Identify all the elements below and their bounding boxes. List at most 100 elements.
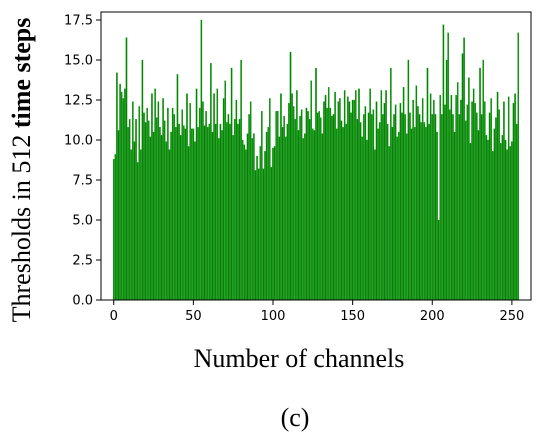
bar	[323, 101, 325, 301]
bar	[291, 93, 293, 301]
y-axis-label-bold: time steps	[7, 18, 36, 128]
bar	[468, 77, 470, 301]
bar	[329, 107, 332, 301]
bar	[380, 90, 383, 301]
x-tick-label: 150	[340, 309, 365, 324]
bar	[447, 32, 449, 301]
bar	[227, 114, 230, 301]
bar	[232, 135, 234, 301]
bar	[441, 114, 443, 301]
bar	[393, 114, 395, 301]
bar	[198, 107, 201, 301]
bar	[517, 32, 520, 301]
bar	[171, 107, 174, 301]
bar	[503, 101, 505, 301]
x-tick-label: 0	[110, 309, 118, 324]
bar	[339, 98, 341, 301]
bar	[178, 123, 180, 301]
bar	[415, 85, 418, 301]
bar	[431, 114, 434, 301]
bar	[495, 117, 497, 301]
bar	[184, 128, 187, 301]
bar	[445, 59, 448, 301]
bar	[173, 114, 176, 301]
bar	[114, 154, 117, 301]
bar	[155, 117, 158, 301]
bar	[471, 101, 473, 301]
bar	[512, 103, 515, 301]
bar	[202, 101, 204, 301]
bars-group	[112, 19, 520, 301]
bar	[364, 106, 367, 301]
bar	[423, 122, 426, 301]
bar	[515, 123, 518, 301]
bar	[399, 103, 402, 301]
bar	[413, 127, 416, 301]
y-tick-label: 10.0	[64, 134, 93, 149]
bar	[433, 99, 435, 301]
bar	[410, 128, 413, 301]
bar	[181, 109, 184, 301]
bar	[249, 101, 252, 301]
bar	[332, 114, 335, 301]
bar	[146, 107, 148, 301]
bar	[208, 123, 211, 301]
bar	[405, 133, 408, 301]
bar	[135, 119, 137, 301]
bar	[398, 131, 400, 301]
bar	[265, 131, 268, 301]
bar	[275, 111, 277, 301]
bar	[334, 91, 336, 301]
bar	[192, 128, 195, 301]
bar	[197, 127, 199, 301]
bar	[284, 136, 287, 301]
bar	[304, 133, 306, 301]
bar	[116, 72, 118, 301]
x-tick-label: 250	[499, 309, 524, 324]
bar	[385, 90, 387, 301]
bar	[246, 133, 249, 301]
bar	[382, 114, 384, 301]
y-tick-label: 0.0	[72, 294, 93, 309]
bar	[315, 67, 317, 301]
figure-caption: (c)	[281, 403, 310, 432]
bar	[312, 128, 314, 301]
bar	[307, 111, 309, 301]
bar	[452, 114, 454, 301]
bar	[386, 123, 389, 301]
bar	[189, 103, 191, 301]
bar	[418, 114, 421, 301]
bar	[264, 151, 266, 301]
bar	[167, 107, 169, 301]
bar	[436, 131, 438, 301]
bar	[133, 141, 136, 301]
bar	[509, 146, 512, 301]
bar	[256, 155, 258, 301]
bar	[272, 147, 274, 301]
bar	[370, 114, 373, 301]
bar	[348, 101, 351, 301]
bar	[310, 80, 313, 301]
bar	[179, 135, 182, 301]
bar	[437, 219, 440, 301]
bar	[366, 139, 368, 301]
bar	[453, 131, 456, 301]
bar	[112, 159, 115, 301]
y-tick-label: 7.5	[72, 174, 93, 189]
y-axis-label-normal: Thresholds in 512	[7, 128, 36, 322]
bar	[261, 111, 263, 301]
y-tick-label: 17.5	[64, 14, 93, 29]
bar	[119, 83, 121, 301]
bar	[345, 123, 348, 301]
bar	[378, 122, 381, 301]
bar	[482, 59, 485, 301]
bar	[434, 114, 437, 301]
bar	[358, 88, 360, 301]
y-axis-label: Thresholds in 512 time steps	[7, 18, 36, 323]
bar	[190, 128, 193, 301]
bar	[157, 101, 160, 301]
bar	[128, 119, 131, 301]
bar	[299, 115, 301, 301]
bar	[151, 93, 153, 301]
bar	[237, 123, 239, 301]
